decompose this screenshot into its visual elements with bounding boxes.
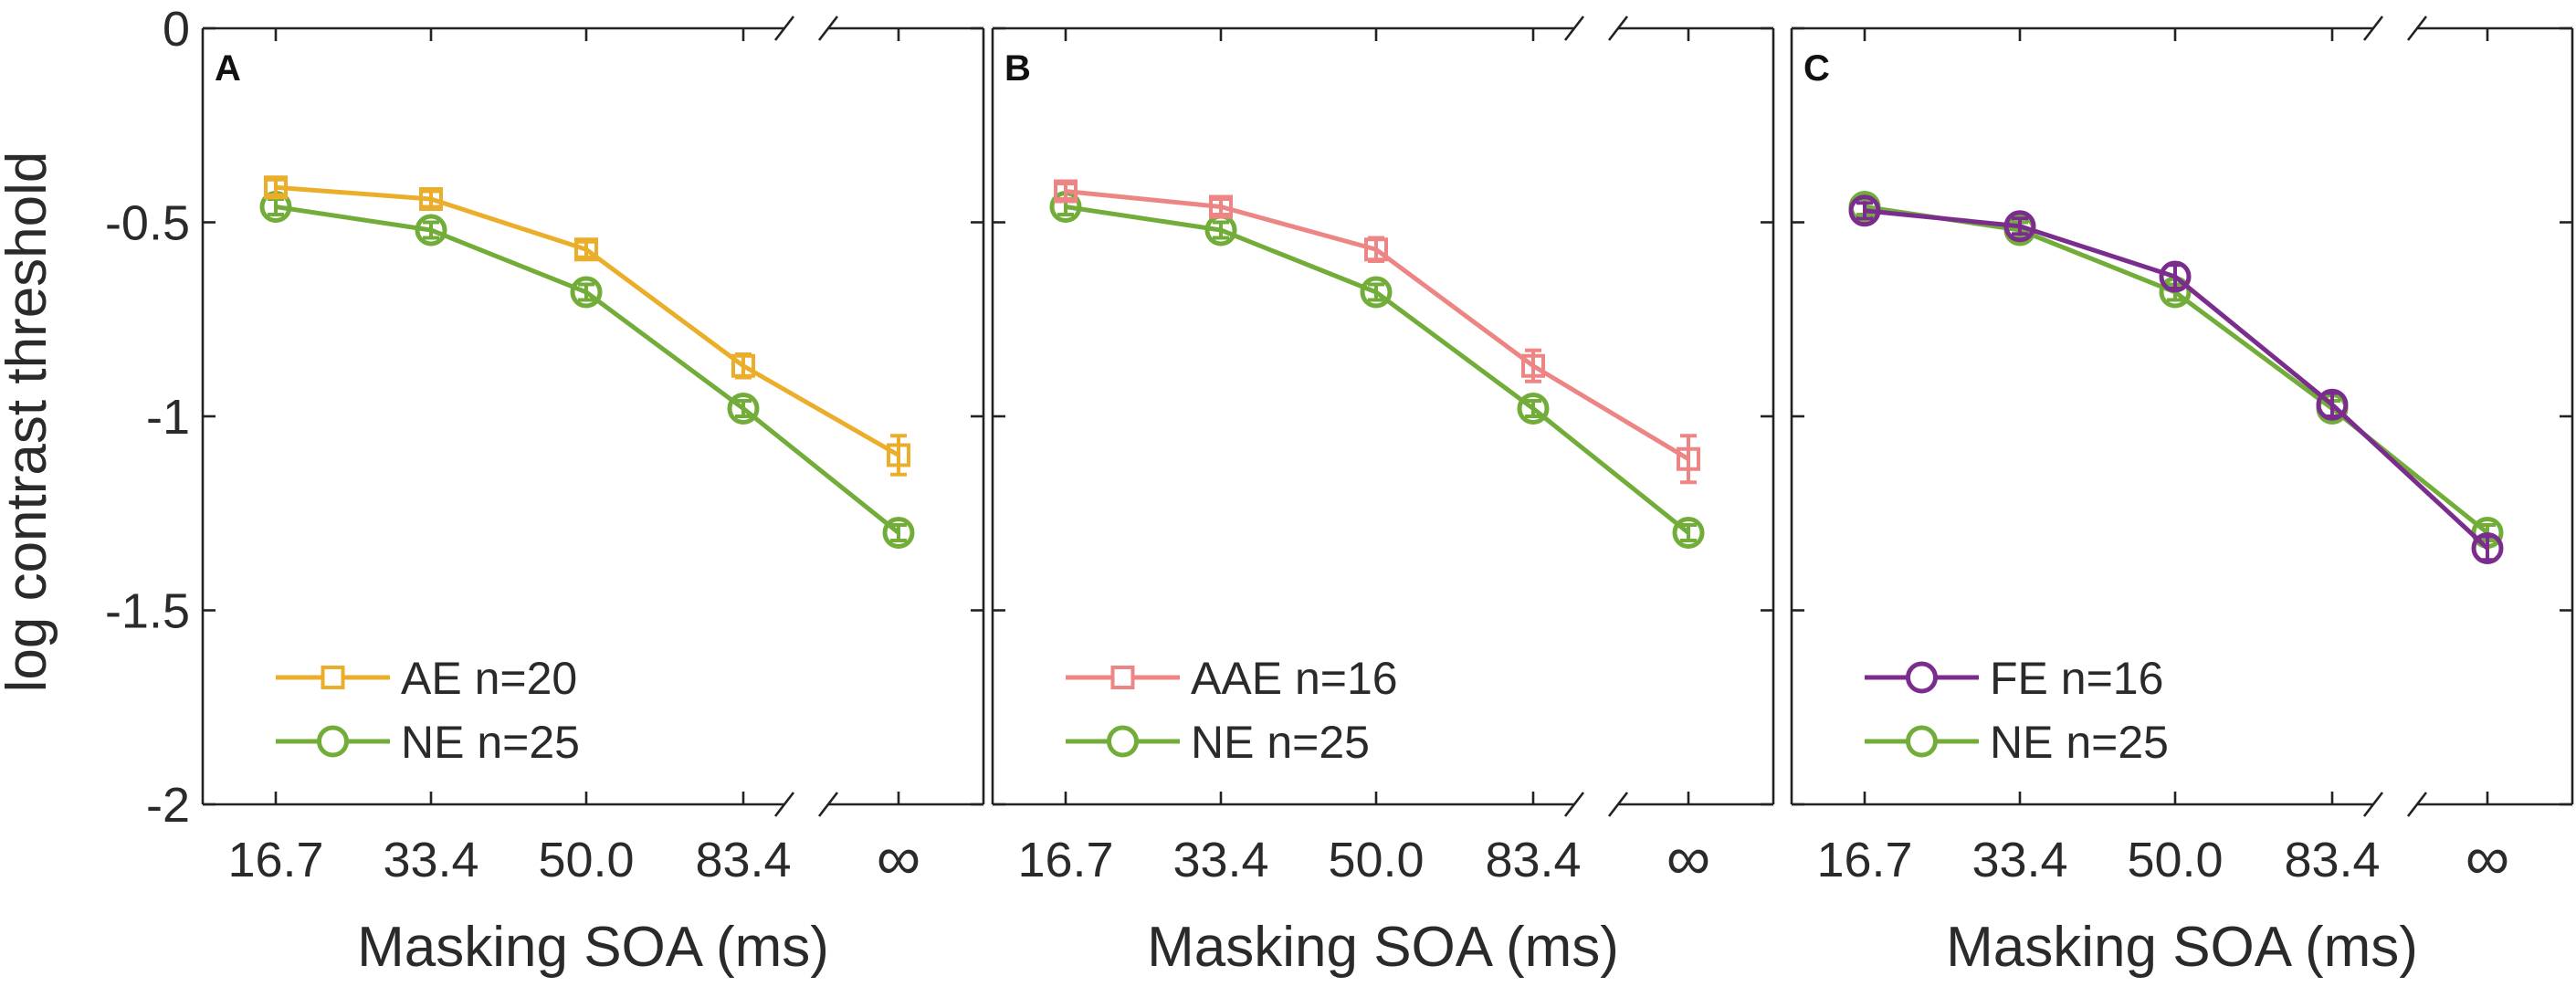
series-ae: [264, 175, 910, 477]
legend-marker-square: [321, 666, 345, 689]
axis-break-mark: [2406, 16, 2428, 41]
x-axis-title: Masking SOA (ms): [357, 916, 829, 979]
legend-label: AE n=20: [401, 653, 577, 704]
x-tick-label: 16.7: [1816, 833, 1912, 887]
x-tick-label: 33.4: [1172, 833, 1268, 887]
data-point-square: [419, 187, 443, 211]
series-fe: [1848, 194, 2504, 564]
y-tick-label: -2: [146, 778, 190, 833]
panel-b: 16.7 33.4 50.0 83.4 ∞ Masking SOA (ms) B AAE n=…: [991, 16, 1775, 979]
legend-item: AE n=20: [276, 653, 577, 704]
x-tick-label: 16.7: [1017, 833, 1113, 887]
data-point-circle: [1672, 517, 1705, 549]
data-point-square: [1677, 446, 1700, 471]
y-tick-label: -1: [146, 390, 190, 445]
axis-break-mark: [773, 792, 795, 817]
panel-c: 16.7 33.4 50.0 83.4 ∞ Masking SOA (ms) C FE n=1…: [1790, 16, 2574, 979]
axis-break-mark: [1563, 792, 1585, 817]
x-tick-label: 33.4: [383, 833, 478, 887]
axis-break-mark: [1607, 16, 1629, 41]
axis-break-mark: [2406, 792, 2428, 817]
panel-label: A: [215, 48, 241, 89]
legend-label: FE n=16: [1990, 653, 2163, 704]
data-point-circle: [727, 393, 760, 425]
series-line: [1065, 189, 1690, 461]
legend-item: NE n=25: [1865, 717, 2169, 768]
data-point-circle: [1360, 276, 1393, 309]
data-point-circle: [2159, 260, 2192, 293]
x-tick-label: 83.4: [2284, 833, 2380, 887]
panel-label: C: [1803, 48, 1830, 89]
x-tick-label: ∞: [877, 824, 920, 893]
legend-label: NE n=25: [1191, 717, 1370, 768]
y-tick-label: -0.5: [105, 196, 190, 251]
x-axis-title: Masking SOA (ms): [1946, 916, 2418, 979]
x-tick-label: 50.0: [1328, 833, 1424, 887]
legend-marker-circle: [317, 725, 349, 758]
data-point-square: [264, 175, 288, 200]
data-point-circle: [1517, 393, 1550, 425]
legend-item: FE n=16: [1865, 653, 2163, 704]
series-aae: [1054, 179, 1700, 485]
legend-marker-square: [1110, 666, 1135, 689]
x-tick-label: 16.7: [227, 833, 323, 887]
axis-break-mark: [817, 16, 839, 41]
series-ne: [1848, 191, 2504, 549]
axis-break-mark: [773, 16, 795, 41]
data-point-square: [1054, 179, 1078, 204]
legend-item: NE n=25: [276, 717, 580, 768]
panel-a: 0 -0.5 -1 -1.5 -2 16.7 33.4 50.0 83.4 ∞ Masking SO…: [105, 2, 985, 979]
x-tick-label: 50.0: [2127, 833, 2223, 887]
legend-item: AAE n=16: [1066, 653, 1398, 704]
axis-break-mark: [1563, 16, 1585, 41]
y-tick-label: 0: [163, 2, 190, 57]
data-point-circle: [2471, 532, 2504, 564]
x-tick-label: 83.4: [1485, 833, 1581, 887]
x-tick-label: 83.4: [695, 833, 791, 887]
series-line: [1864, 205, 2489, 535]
series-ne: [259, 191, 915, 549]
panel-label: B: [1004, 48, 1031, 89]
x-tick-label: 33.4: [1971, 833, 2067, 887]
y-tick-label: -1.5: [105, 584, 190, 639]
legend-label: NE n=25: [401, 717, 580, 768]
axis-break-mark: [2362, 792, 2384, 817]
data-point-square: [1364, 237, 1388, 262]
x-axis-title: Masking SOA (ms): [1147, 916, 1619, 979]
data-point-square: [887, 443, 910, 467]
data-point-square: [731, 353, 755, 378]
legend-label: AAE n=16: [1191, 653, 1398, 704]
data-point-circle: [570, 276, 603, 309]
legend-marker-circle: [1906, 725, 1938, 758]
legend-marker-circle: [1906, 661, 1938, 694]
legend-item: NE n=25: [1066, 717, 1370, 768]
data-point-square: [574, 237, 598, 262]
x-tick-label: ∞: [1667, 824, 1710, 893]
data-point-circle: [415, 214, 447, 247]
data-point-circle: [882, 517, 915, 549]
data-point-square: [1521, 353, 1545, 378]
legend-label: NE n=25: [1990, 717, 2169, 768]
axis-break-mark: [817, 792, 839, 817]
data-point-circle: [2003, 210, 2036, 243]
data-point-circle: [2316, 388, 2349, 421]
series-line: [275, 184, 900, 457]
panels: 0 -0.5 -1 -1.5 -2 16.7 33.4 50.0 83.4 ∞ Masking SO…: [105, 2, 2574, 979]
legend-marker-circle: [1107, 725, 1139, 758]
axis-break-mark: [2362, 16, 2384, 41]
data-point-circle: [1848, 194, 1881, 227]
axis-break-mark: [1607, 792, 1629, 817]
x-tick-label: 50.0: [538, 833, 634, 887]
series-ne: [1049, 191, 1705, 549]
y-axis-title: log contrast threshold: [0, 152, 58, 693]
data-point-square: [1209, 194, 1233, 219]
x-tick-label: ∞: [2466, 824, 2509, 893]
